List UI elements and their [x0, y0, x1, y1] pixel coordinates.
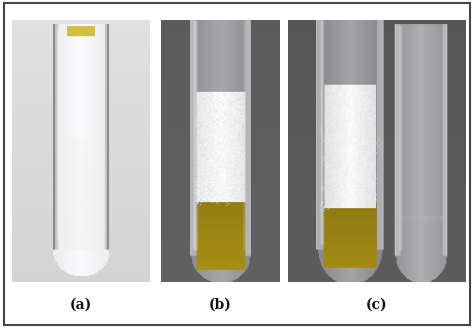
Text: (a): (a): [70, 298, 91, 312]
Text: (c): (c): [366, 298, 388, 312]
Text: (b): (b): [209, 298, 232, 312]
